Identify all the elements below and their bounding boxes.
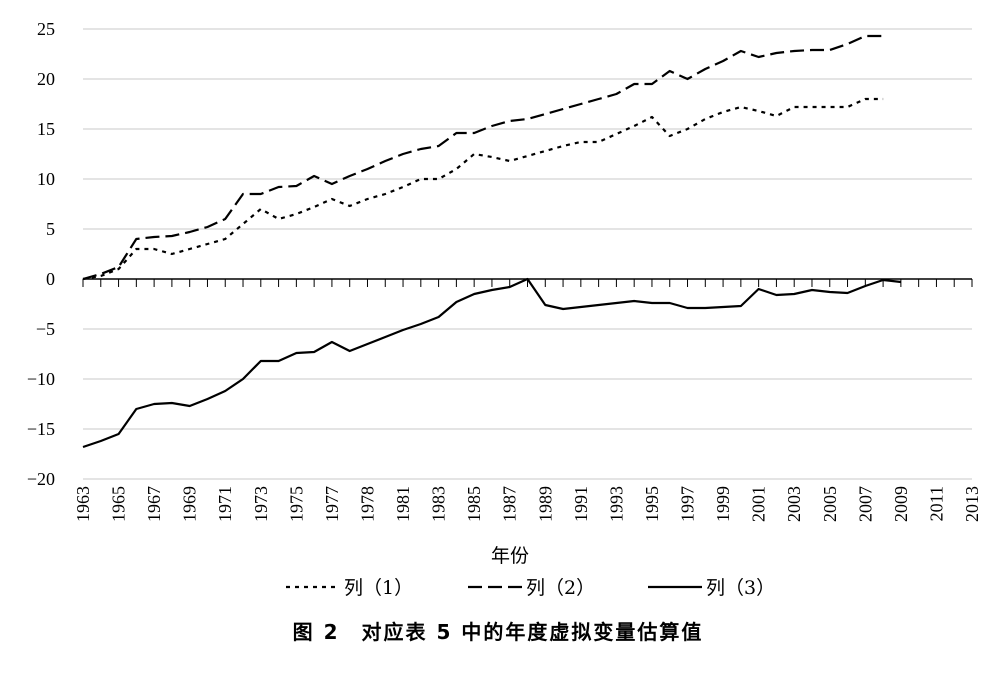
series-lines <box>82 34 902 449</box>
x-tick-label: 1963 <box>73 486 93 522</box>
x-tick-label: 1987 <box>500 486 520 522</box>
x-tick-label: 1969 <box>180 486 200 522</box>
x-tick-label: 1981 <box>393 486 413 522</box>
y-tick-label: 10 <box>37 169 55 189</box>
y-tick-label: 5 <box>46 219 55 239</box>
y-tick-label: 25 <box>37 19 55 39</box>
series-line-dotted <box>82 97 884 281</box>
x-tick-label: 1989 <box>535 486 555 522</box>
x-tick-label: 2001 <box>749 486 769 522</box>
x-tick-label: 2009 <box>891 486 911 522</box>
gridlines <box>83 28 972 480</box>
figure-caption: 图 2 对应表 5 中的年度虚拟变量估算值 <box>292 620 704 644</box>
y-tick-labels: 25 20 15 10 5 0 −5 −10 −15 −20 <box>27 19 55 489</box>
y-tick-label: −10 <box>27 369 55 389</box>
x-tick-label: 1967 <box>144 486 164 522</box>
series-line-solid <box>82 277 902 449</box>
x-tick-label: 1999 <box>713 486 733 522</box>
x-tick-label: 1977 <box>322 486 342 522</box>
x-tick-label: 1991 <box>571 486 591 522</box>
legend-label: 列（3） <box>706 577 775 599</box>
x-tick-label: 2005 <box>820 486 840 522</box>
x-tick-label: 1971 <box>215 486 235 522</box>
x-tick-label: 1975 <box>286 486 306 522</box>
series-line-dashed <box>82 34 884 281</box>
y-tick-label: −5 <box>36 319 55 339</box>
x-tick-label: 1973 <box>251 486 271 522</box>
y-tick-label: 20 <box>37 69 55 89</box>
x-tick-label: 1978 <box>357 486 377 522</box>
x-tick-label: 1983 <box>429 486 449 522</box>
legend: 列（1） 列（2） 列（3） <box>286 577 775 599</box>
x-tick-label: 1985 <box>464 486 484 522</box>
x-axis: 1963 1965 1967 1969 1971 1973 1975 1977 1978 1981… <box>73 278 982 522</box>
y-tick-label: −15 <box>27 419 55 439</box>
x-tick-label: 2011 <box>926 486 946 521</box>
x-tick-label: 1997 <box>678 486 698 522</box>
x-tick-label: 1993 <box>606 486 626 522</box>
y-tick-label: 0 <box>46 269 55 289</box>
x-tick-label: 1995 <box>642 486 662 522</box>
x-tick-label: 1965 <box>109 486 129 522</box>
x-tick-label: 2003 <box>784 486 804 522</box>
x-axis-label: 年份 <box>491 545 529 567</box>
y-tick-label: −20 <box>27 469 55 489</box>
x-tick-label: 2013 <box>962 486 982 522</box>
y-tick-label: 15 <box>37 119 55 139</box>
legend-label: 列（1） <box>344 577 413 599</box>
legend-label: 列（2） <box>526 577 595 599</box>
x-tick-label: 2007 <box>855 486 875 522</box>
